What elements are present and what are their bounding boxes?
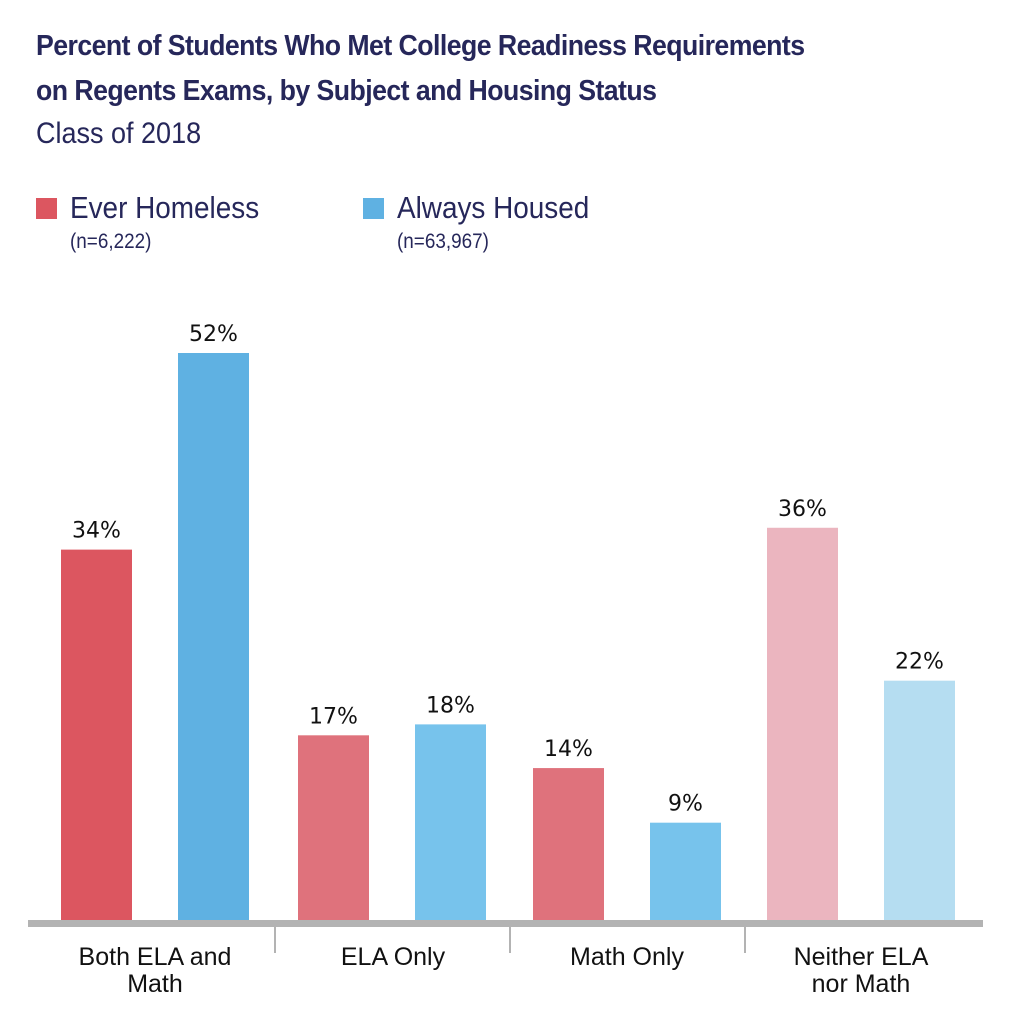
category-divider bbox=[509, 927, 511, 953]
bar-ever-homeless-neither-ela-nor-math bbox=[767, 527, 838, 921]
legend-swatch-ever-homeless bbox=[36, 198, 57, 219]
bar-value-label: 36% bbox=[778, 497, 827, 522]
chart-subtitle: Class of 2018 bbox=[36, 117, 202, 150]
chart-title-line-2: on Regents Exams, by Subject and Housing… bbox=[36, 75, 657, 107]
bar-ever-homeless-both-ela-and-math bbox=[61, 549, 132, 921]
bar-always-housed-neither-ela-nor-math bbox=[884, 680, 955, 921]
bar-value-label: 52% bbox=[189, 322, 238, 347]
legend-swatch-always-housed bbox=[363, 198, 384, 219]
chart-title-line-1: Percent of Students Who Met College Read… bbox=[36, 30, 805, 62]
x-tick-label-math-only: Math Only bbox=[570, 943, 684, 971]
bar-value-label: 34% bbox=[72, 519, 121, 544]
category-divider bbox=[274, 927, 276, 953]
bar-value-label: 22% bbox=[895, 650, 944, 675]
bar-value-label: 14% bbox=[544, 737, 593, 762]
bar-always-housed-both-ela-and-math bbox=[178, 353, 249, 921]
bar-value-label: 9% bbox=[668, 792, 703, 817]
bar-ever-homeless-ela-only bbox=[298, 735, 369, 921]
x-tick-label-both-ela-and-math: Both ELA and Math bbox=[79, 943, 232, 998]
legend-n-always-housed: (n=63,967) bbox=[397, 230, 489, 253]
legend-n-ever-homeless: (n=6,222) bbox=[70, 230, 152, 253]
x-tick-label-neither-ela-nor-math: Neither ELA nor Math bbox=[794, 943, 929, 998]
chart-title: Percent of Students Who Met College Read… bbox=[36, 24, 938, 114]
x-tick-label-ela-only: ELA Only bbox=[341, 943, 446, 971]
bar-ever-homeless-math-only bbox=[533, 768, 604, 921]
bar-value-label: 18% bbox=[426, 693, 475, 718]
bar-always-housed-math-only bbox=[650, 822, 721, 921]
legend-label-always-housed: Always Housed bbox=[397, 190, 590, 225]
x-axis-line bbox=[28, 920, 983, 927]
bar-value-label: 17% bbox=[309, 704, 358, 729]
bar-always-housed-ela-only bbox=[415, 724, 486, 921]
legend-label-ever-homeless: Ever Homeless bbox=[70, 190, 260, 225]
category-divider bbox=[744, 927, 746, 953]
